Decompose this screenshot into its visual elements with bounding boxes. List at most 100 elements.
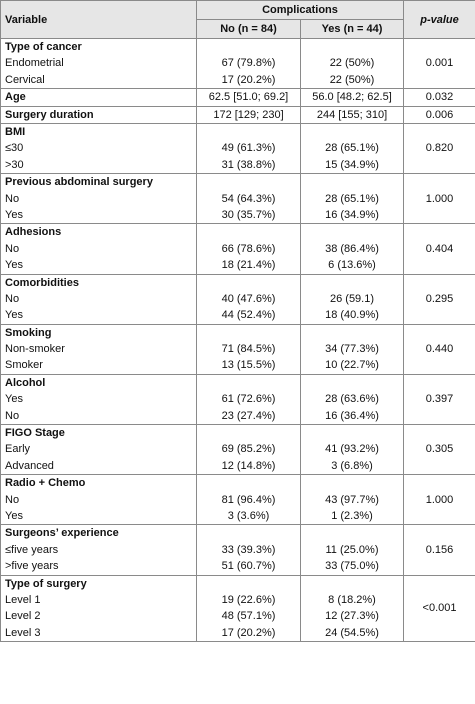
no-value: 54 (64.3%) — [221, 192, 276, 205]
spacer — [201, 224, 296, 240]
pvalue-cell: 0.440 — [403, 323, 475, 375]
row-label: >30 — [5, 158, 24, 171]
no-cell: 33 (39.3%) 51 (60.7%) — [196, 524, 301, 576]
header-no: No (n = 84) — [196, 19, 301, 39]
yes-value: 38 (86.4%) — [325, 242, 379, 255]
spacer — [305, 525, 399, 541]
row-label: Level 3 — [5, 626, 41, 639]
group-row: BMI ≤30 >30 49 (61.3%) 31 (38.8%) 28 (65.1%… — [0, 122, 475, 175]
no-value: 81 (96.4%) — [221, 493, 276, 506]
pvalue-cell: 0.305 — [403, 424, 475, 476]
variable-cell: Radio + Chemo No Yes — [0, 474, 197, 526]
yes-value: 1 (2.3%) — [331, 509, 373, 522]
spacer — [201, 124, 296, 140]
spacer — [201, 39, 296, 55]
group-name: Comorbidities — [5, 276, 79, 289]
pvalue-cell: 1.000 — [403, 474, 475, 526]
spacer — [201, 275, 296, 291]
row-label: No — [5, 292, 20, 305]
variable-cell: Type of surgery Level 1 Level 2 Level 3 — [0, 574, 197, 643]
no-value: 18 (21.4%) — [221, 259, 276, 272]
yes-value: 26 (59.1) — [329, 292, 375, 305]
yes-cell: 8 (18.2%) 12 (27.3%) 24 (54.5%) — [299, 574, 405, 643]
yes-value: 16 (34.9%) — [325, 208, 379, 221]
group-row: Radio + Chemo No Yes 81 (96.4%) 3 (3.6%) 43… — [0, 474, 475, 526]
yes-value: 28 (63.6%) — [325, 393, 379, 406]
group-name: FIGO Stage — [5, 427, 65, 440]
spacer — [305, 375, 399, 391]
row-label: Yes — [5, 208, 23, 221]
group-name: Type of surgery — [5, 577, 87, 590]
row-label: Level 2 — [5, 610, 41, 623]
spacer — [305, 39, 399, 55]
no-value: 66 (78.6%) — [221, 242, 276, 255]
group-name: Alcohol — [5, 376, 46, 389]
group-name: Type of cancer — [5, 41, 82, 53]
yes-value: 3 (6.8%) — [331, 459, 373, 472]
no-value: 33 (39.3%) — [221, 543, 276, 556]
pvalue-cell: 0.006 — [403, 105, 475, 124]
group-name: BMI — [5, 125, 26, 138]
row-label: Yes — [5, 309, 23, 322]
header-variable: Variable — [0, 0, 197, 39]
group-row: Alcohol Yes No 61 (72.6%) 23 (27.4%) 28 (63… — [0, 373, 475, 426]
group-row: Age 62.5 [51.0; 69.2] 56.0 [48.2; 62.5] 0.0… — [0, 88, 475, 107]
yes-value: 33 (75.0%) — [325, 560, 379, 573]
header-yes: Yes (n = 44) — [299, 19, 405, 39]
yes-cell: 244 [155; 310] — [299, 105, 405, 124]
table-body: Type of cancer Endometrial Cervical 67 (79… — [0, 37, 475, 643]
group-row: Type of surgery Level 1 Level 2 Level 3 19 … — [0, 574, 475, 643]
no-cell: 71 (84.5%) 13 (15.5%) — [196, 323, 301, 375]
spacer — [201, 425, 296, 441]
row-label: Endometrial — [5, 57, 64, 70]
spacer — [201, 375, 296, 391]
results-table: Variable Complications p-value No (n = 8… — [0, 0, 475, 643]
no-value: 13 (15.5%) — [221, 359, 276, 372]
yes-value: 16 (36.4%) — [325, 409, 379, 422]
variable-cell: Smoking Non-smoker Smoker — [0, 323, 197, 375]
yes-value: 22 (50%) — [329, 57, 375, 70]
group-row: Comorbidities No Yes 40 (47.6%) 44 (52.4%) … — [0, 273, 475, 325]
yes-value: 34 (77.3%) — [325, 343, 379, 356]
no-value: 12 (14.8%) — [221, 459, 276, 472]
variable-cell: Adhesions No Yes — [0, 223, 197, 275]
spacer — [305, 325, 399, 341]
no-cell: 66 (78.6%) 18 (21.4%) — [196, 223, 301, 275]
yes-cell: 28 (65.1%) 15 (34.9%) — [299, 122, 405, 175]
group-name: Adhesions — [5, 226, 62, 239]
no-value: 19 (22.6%) — [221, 593, 276, 606]
spacer — [305, 425, 399, 441]
no-value: 31 (38.8%) — [221, 158, 276, 171]
yes-cell: 41 (93.2%) 3 (6.8%) — [299, 424, 405, 476]
group-row: Previous abdominal surgery No Yes 54 (64.3… — [0, 173, 475, 225]
group-name: Radio + Chemo — [5, 477, 86, 490]
no-value: 44 (52.4%) — [221, 309, 276, 322]
yes-value: 11 (25.0%) — [325, 543, 379, 556]
variable-cell: Surgery duration — [0, 105, 197, 124]
variable-cell: Surgeons’ experience ≤five years >five yea… — [0, 524, 197, 576]
variable-cell: Alcohol Yes No — [0, 373, 197, 426]
group-name: Age — [5, 91, 26, 104]
group-row: Adhesions No Yes 66 (78.6%) 18 (21.4%) 38 (… — [0, 223, 475, 275]
group-name: Surgeons’ experience — [5, 527, 119, 540]
spacer — [305, 275, 399, 291]
variable-cell: Type of cancer Endometrial Cervical — [0, 37, 197, 90]
yes-value: 18 (40.9%) — [325, 309, 379, 322]
no-cell: 49 (61.3%) 31 (38.8%) — [196, 122, 301, 175]
yes-value: 8 (18.2%) — [328, 593, 376, 606]
row-label: Advanced — [5, 459, 54, 472]
no-value: 30 (35.7%) — [221, 208, 276, 221]
no-value: 23 (27.4%) — [221, 409, 276, 422]
variable-cell: FIGO Stage Early Advanced — [0, 424, 197, 476]
no-cell: 67 (79.8%) 17 (20.2%) — [196, 37, 301, 90]
variable-cell: Previous abdominal surgery No Yes — [0, 173, 197, 225]
variable-cell: BMI ≤30 >30 — [0, 122, 197, 175]
yes-value: 56.0 [48.2; 62.5] — [312, 91, 392, 104]
group-name: Previous abdominal surgery — [5, 176, 153, 189]
spacer — [201, 576, 296, 592]
pvalue-cell: 0.404 — [403, 223, 475, 275]
no-cell: 19 (22.6%) 48 (57.1%) 17 (20.2%) — [196, 574, 301, 643]
no-value: 67 (79.8%) — [221, 57, 276, 70]
no-value: 172 [129; 230] — [213, 108, 284, 121]
pvalue-cell: 1.000 — [403, 173, 475, 225]
